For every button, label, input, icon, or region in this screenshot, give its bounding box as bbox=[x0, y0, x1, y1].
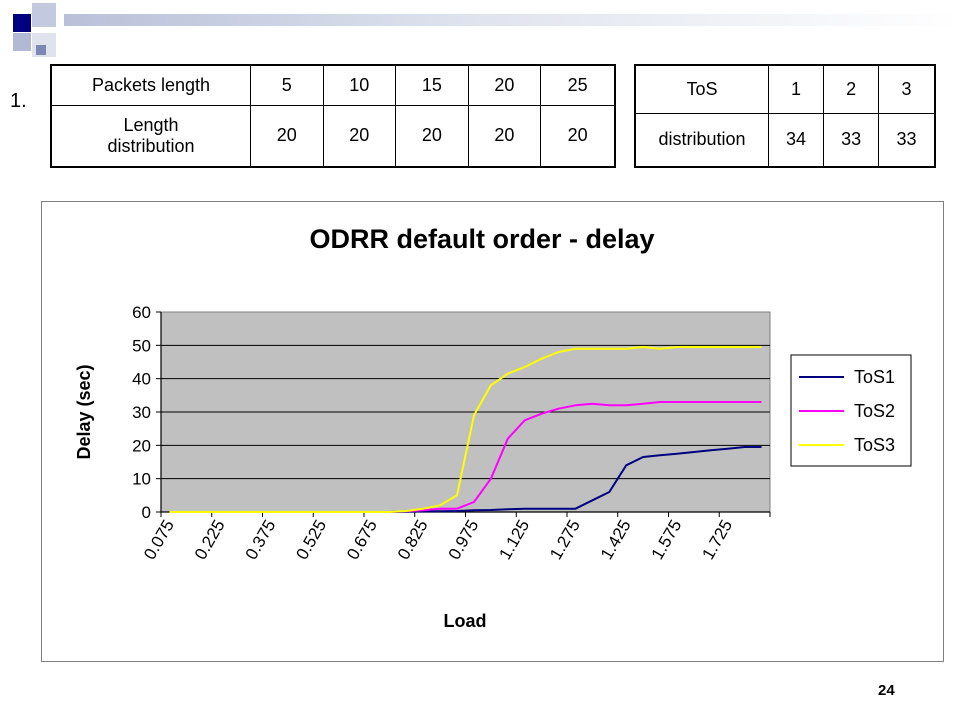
table-cell: 2 bbox=[823, 64, 880, 114]
table-cell: 20 bbox=[467, 64, 542, 106]
y-tick-label: 20 bbox=[132, 436, 151, 455]
table-header-cell: distribution bbox=[634, 112, 769, 168]
x-tick-label: 0.525 bbox=[292, 517, 330, 563]
table-cell: 3 bbox=[878, 64, 936, 114]
table-cell: 5 bbox=[250, 64, 324, 106]
table-cell: 20 bbox=[467, 104, 542, 168]
y-tick-label: 30 bbox=[132, 403, 151, 422]
packets-length-table: Packets length 5 10 15 20 25 Length dist… bbox=[50, 64, 616, 168]
table-cell: 34 bbox=[767, 112, 825, 168]
x-tick-label: 0.225 bbox=[191, 517, 229, 563]
x-tick-label: 1.575 bbox=[648, 517, 686, 563]
x-axis-label: Load bbox=[444, 611, 487, 631]
x-tick-label: 1.425 bbox=[597, 517, 635, 563]
y-tick-label: 50 bbox=[132, 336, 151, 355]
series-line-tos3 bbox=[169, 346, 762, 513]
chart-svg: ODRR default order - delay 0 10 20 30 40 50 60… bbox=[74, 224, 912, 631]
table-cell: 33 bbox=[823, 112, 880, 168]
y-axis-label: Delay (sec) bbox=[74, 364, 94, 459]
table-cell: 15 bbox=[395, 64, 469, 106]
legend-label: ToS2 bbox=[854, 401, 895, 421]
x-tick-label: 1.275 bbox=[546, 517, 584, 563]
y-tick-label: 40 bbox=[132, 370, 151, 389]
table-row: ToS 1 2 3 bbox=[634, 64, 936, 114]
table-header-cell: ToS bbox=[634, 64, 769, 114]
grid-lines bbox=[161, 344, 770, 480]
x-tick-label: 0.375 bbox=[242, 517, 280, 563]
table-header-cell: Packets length bbox=[50, 64, 251, 106]
x-tick-label: 0.675 bbox=[343, 517, 381, 563]
item-number: 1. bbox=[10, 90, 27, 112]
table-cell: 25 bbox=[540, 64, 616, 106]
x-tick-label: 0.825 bbox=[394, 517, 432, 563]
table-cell: 10 bbox=[322, 64, 397, 106]
table-row: Length distribution 20 20 20 20 20 bbox=[50, 104, 616, 168]
legend-label: ToS1 bbox=[854, 367, 895, 387]
y-tick-label: 10 bbox=[132, 470, 151, 489]
x-axis-ticks: 0.075 0.225 0.375 0.525 0.675 0.825 0.975 1.125… bbox=[140, 511, 771, 563]
table-cell: 20 bbox=[322, 104, 397, 168]
series-lines bbox=[169, 346, 762, 513]
x-tick-label: 0.975 bbox=[445, 517, 483, 563]
x-tick-label: 1.125 bbox=[495, 517, 533, 563]
table-row: Packets length 5 10 15 20 25 bbox=[50, 64, 616, 106]
legend: ToS1 ToS2 ToS3 bbox=[799, 367, 895, 455]
y-tick-label: 60 bbox=[132, 303, 151, 322]
table-cell: 20 bbox=[540, 104, 616, 168]
y-tick-label: 0 bbox=[142, 503, 151, 522]
table-cell: 20 bbox=[395, 104, 469, 168]
table-header-cell: Length distribution bbox=[50, 104, 251, 168]
x-tick-label: 0.075 bbox=[140, 517, 178, 563]
y-axis-ticks: 0 10 20 30 40 50 60 bbox=[132, 303, 162, 522]
tos-distribution-table: ToS 1 2 3 distribution 34 33 33 bbox=[634, 64, 936, 168]
legend-label: ToS3 bbox=[854, 435, 895, 455]
table-row: distribution 34 33 33 bbox=[634, 112, 936, 168]
table-cell: 33 bbox=[878, 112, 936, 168]
chart-title: ODRR default order - delay bbox=[309, 224, 654, 254]
page-number: 24 bbox=[878, 682, 895, 699]
x-tick-label: 1.725 bbox=[698, 517, 736, 563]
table-cell: 20 bbox=[250, 104, 324, 168]
table-cell: 1 bbox=[767, 64, 825, 114]
delay-chart: ODRR default order - delay 0 10 20 30 40 50 60… bbox=[41, 201, 944, 662]
